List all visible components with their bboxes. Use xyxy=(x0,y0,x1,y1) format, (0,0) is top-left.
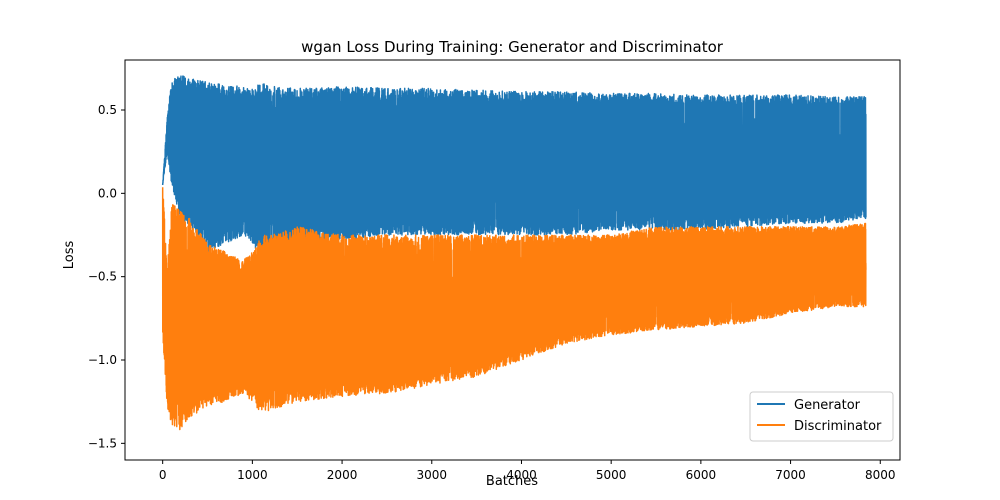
plot-frame xyxy=(124,59,901,461)
x-tick-label: 6000 xyxy=(686,468,717,482)
legend: Generator Discriminator xyxy=(749,391,894,442)
y-axis: −1.5 −1.0 −0.5 0.0 0.5 xyxy=(88,103,125,450)
y-tick-label: 0.5 xyxy=(98,103,117,117)
series-layer xyxy=(161,75,867,431)
y-tick-label: −1.0 xyxy=(88,353,117,367)
x-tick-label: 3000 xyxy=(416,468,447,482)
legend-box xyxy=(749,391,894,442)
x-tick-label: 7000 xyxy=(775,468,806,482)
x-axis: 0 1000 2000 3000 4000 5000 6000 7000 8000 xyxy=(159,460,896,482)
x-tick-label: 5000 xyxy=(596,468,627,482)
legend-generator-label: Generator xyxy=(794,398,861,413)
series-line-discriminator xyxy=(161,187,867,431)
x-tick-label: 0 xyxy=(159,468,167,482)
y-tick-label: −0.5 xyxy=(88,270,117,284)
y-tick-label: 0.0 xyxy=(98,186,117,200)
y-axis-label: Loss xyxy=(62,241,77,270)
legend-discriminator-label: Discriminator xyxy=(794,419,882,434)
x-tick-label: 2000 xyxy=(327,468,358,482)
x-tick-label: 1000 xyxy=(237,468,268,482)
y-tick-label: −1.5 xyxy=(88,436,117,450)
chart-title: wgan Loss During Training: Generator and… xyxy=(301,38,724,56)
x-axis-label: Batches xyxy=(486,474,538,489)
x-tick-label: 8000 xyxy=(865,468,896,482)
x-tick-label: 4000 xyxy=(506,468,537,482)
series-line-generator xyxy=(161,75,867,259)
